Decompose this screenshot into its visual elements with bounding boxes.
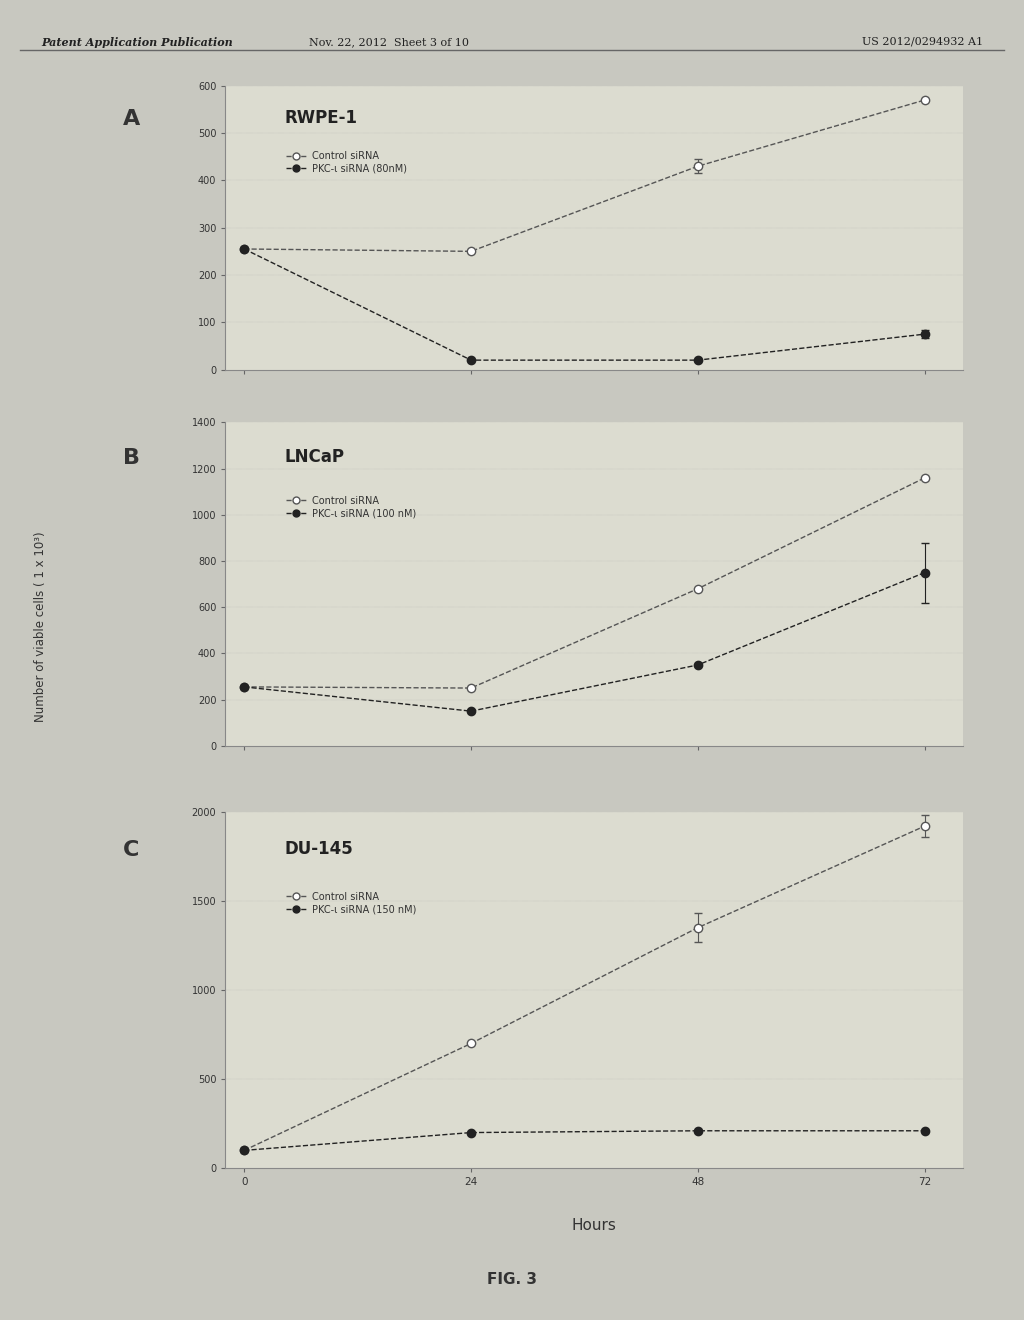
- Text: C: C: [123, 841, 139, 861]
- Legend: Control siRNA, PKC-ι siRNA (100 nM): Control siRNA, PKC-ι siRNA (100 nM): [282, 492, 420, 523]
- Text: Patent Application Publication: Patent Application Publication: [41, 37, 232, 48]
- Text: Hours: Hours: [571, 1218, 616, 1233]
- Text: A: A: [123, 108, 140, 128]
- Text: LNCaP: LNCaP: [285, 449, 344, 466]
- Text: Number of viable cells ( 1 x 10³): Number of viable cells ( 1 x 10³): [35, 532, 47, 722]
- Text: US 2012/0294932 A1: US 2012/0294932 A1: [862, 37, 983, 48]
- Text: FIG. 3: FIG. 3: [487, 1272, 537, 1287]
- Text: B: B: [123, 449, 140, 469]
- Legend: Control siRNA, PKC-ι siRNA (150 nM): Control siRNA, PKC-ι siRNA (150 nM): [282, 888, 420, 919]
- Legend: Control siRNA, PKC-ι siRNA (80nM): Control siRNA, PKC-ι siRNA (80nM): [282, 148, 411, 178]
- Text: RWPE-1: RWPE-1: [285, 108, 357, 127]
- Text: Nov. 22, 2012  Sheet 3 of 10: Nov. 22, 2012 Sheet 3 of 10: [309, 37, 469, 48]
- Text: DU-145: DU-145: [285, 841, 353, 858]
